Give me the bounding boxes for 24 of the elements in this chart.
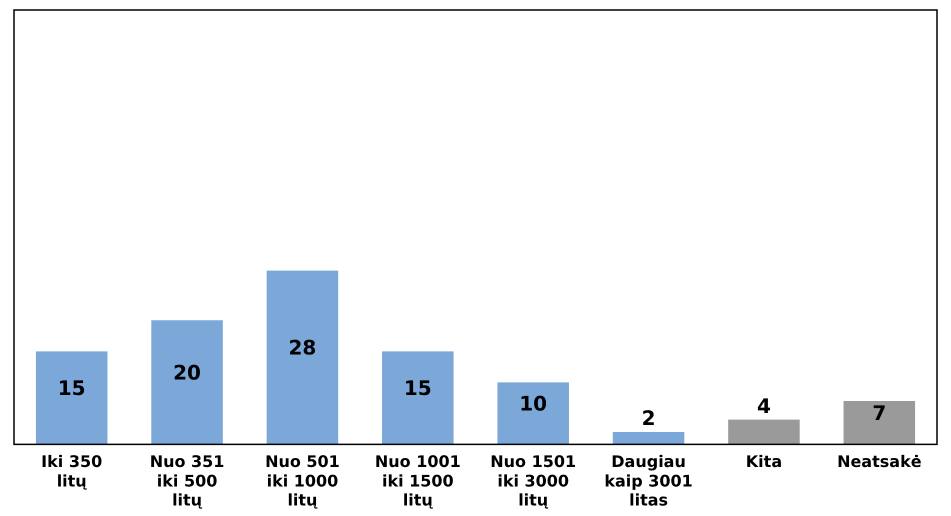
data-label: 7 — [872, 400, 886, 425]
x-tick-label: Neatsakė — [837, 452, 922, 472]
x-tick-label: Nuo 1501 iki 3000 litų — [490, 452, 576, 510]
data-label: 4 — [756, 394, 771, 418]
data-label: 28 — [288, 336, 316, 360]
bar — [497, 382, 569, 444]
data-label: 20 — [173, 360, 201, 385]
bar — [728, 420, 800, 444]
bar — [151, 320, 223, 444]
bar — [266, 270, 338, 444]
data-label: 15 — [404, 376, 432, 400]
x-tick-label: Nuo 501 iki 1000 litų — [265, 452, 340, 510]
x-tick-label: Nuo 1001 iki 1500 litų — [374, 452, 461, 510]
x-tick-label: Nuo 351 iki 500 litų — [150, 452, 224, 510]
x-tick-label: Daugiau kaip 3001 litas — [604, 452, 693, 510]
bar — [612, 432, 684, 444]
data-label: 15 — [58, 376, 86, 400]
data-label: 10 — [519, 392, 548, 416]
bar — [36, 351, 108, 444]
x-tick-label: Iki 350 litų — [41, 452, 102, 490]
bar — [382, 351, 454, 444]
x-tick-label: Kita — [746, 452, 782, 472]
data-label: 2 — [642, 406, 656, 430]
bar — [844, 400, 916, 444]
